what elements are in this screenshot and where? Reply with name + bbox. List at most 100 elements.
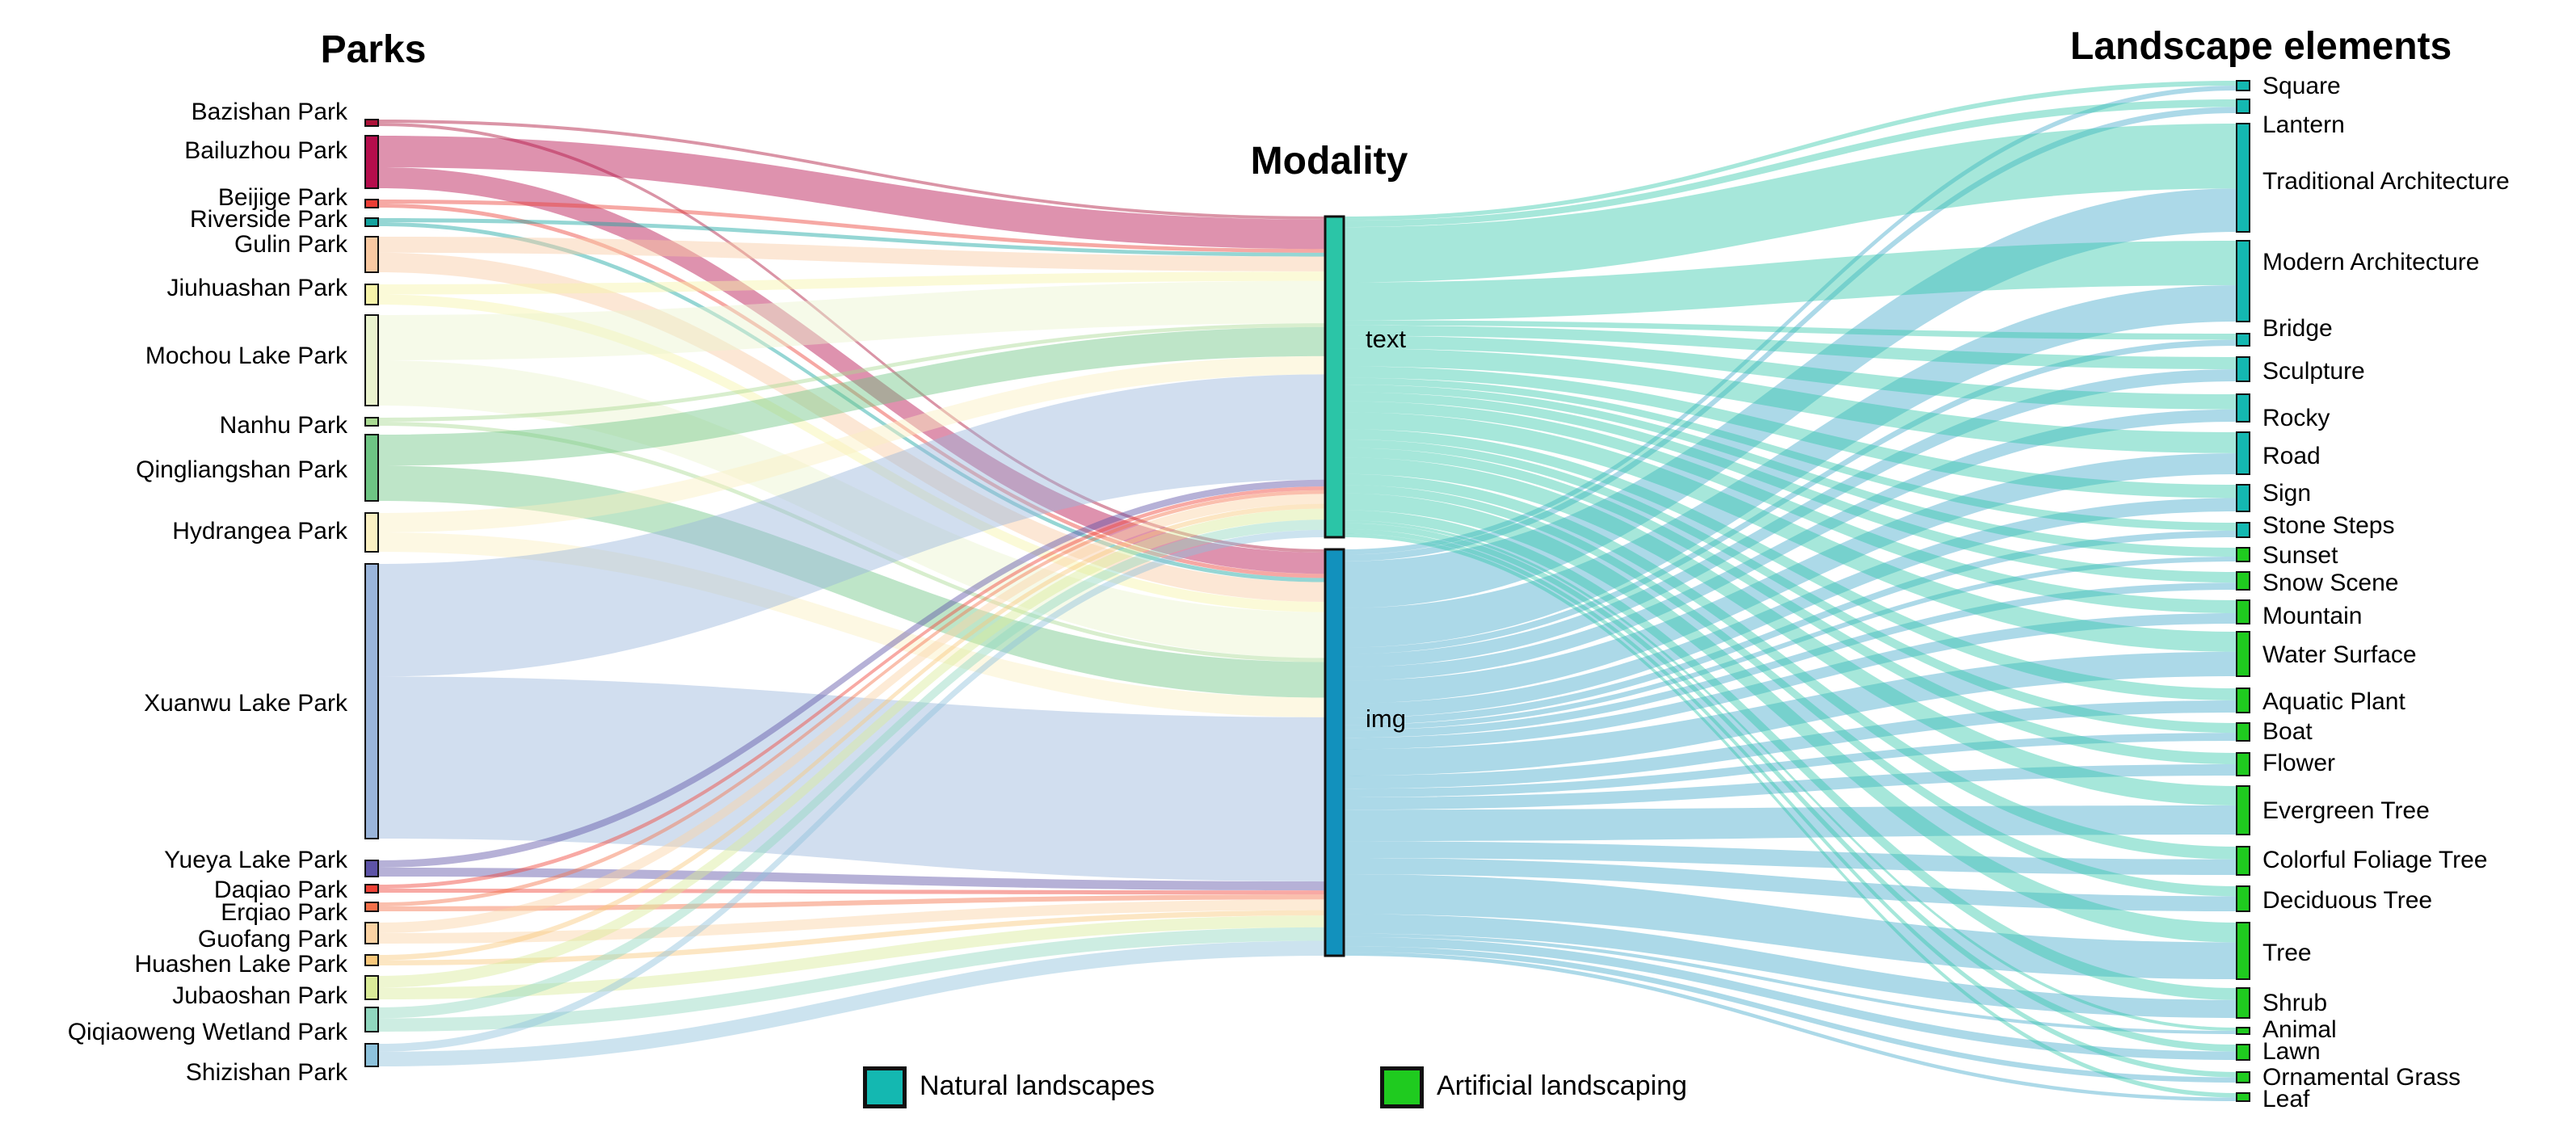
modality-node-text bbox=[1324, 215, 1345, 539]
element-label-stone-steps: Stone Steps bbox=[2262, 512, 2395, 539]
element-label-boat: Boat bbox=[2262, 718, 2313, 745]
element-node-snow-scene bbox=[2236, 571, 2250, 591]
flow-jiuhuashan-park-to-text bbox=[378, 271, 1325, 295]
flow-img-to-water-surface bbox=[1344, 651, 2237, 776]
flow-xuanwu-lake-park-to-text bbox=[378, 374, 1325, 677]
element-node-lawn bbox=[2236, 1044, 2250, 1061]
element-node-lantern bbox=[2236, 99, 2250, 114]
flow-text-to-water-surface bbox=[1344, 412, 2237, 652]
element-node-leaf bbox=[2236, 1092, 2250, 1102]
park-label-daqiao-park: Daqiao Park bbox=[213, 877, 347, 903]
park-node-hydrangea-park bbox=[364, 512, 379, 553]
flow-text-to-lawn bbox=[1344, 523, 2237, 1052]
element-node-flower bbox=[2236, 752, 2250, 776]
flow-text-to-traditional-architecture bbox=[1344, 124, 2237, 283]
flow-img-to-sculpture bbox=[1344, 369, 2237, 667]
flow-shizishan-park-to-img bbox=[378, 940, 1325, 1066]
flow-jiuhuashan-park-to-img bbox=[378, 294, 1325, 612]
flow-img-to-shrub bbox=[1344, 914, 2237, 1018]
element-node-square bbox=[2236, 80, 2250, 91]
element-label-lawn: Lawn bbox=[2262, 1038, 2321, 1065]
element-label-rocky: Rocky bbox=[2262, 405, 2330, 431]
park-label-jubaoshan-park: Jubaoshan Park bbox=[172, 982, 347, 1009]
park-label-bazishan-park: Bazishan Park bbox=[191, 99, 347, 125]
flow-gulin-park-to-text bbox=[378, 237, 1325, 272]
element-node-deciduous-tree bbox=[2236, 885, 2250, 912]
park-label-riverside-park: Riverside Park bbox=[189, 206, 347, 233]
park-node-nanhu-park bbox=[364, 417, 379, 427]
element-label-aquatic-plant: Aquatic Plant bbox=[2262, 688, 2406, 715]
flow-hydrangea-park-to-img bbox=[378, 532, 1325, 717]
element-label-sunset: Sunset bbox=[2262, 542, 2338, 569]
element-node-traditional-architecture bbox=[2236, 123, 2250, 233]
park-label-erqiao-park: Erqiao Park bbox=[221, 899, 347, 926]
flow-beijige-park-to-text bbox=[378, 200, 1325, 253]
modality-column-title: Modality bbox=[1250, 140, 1408, 183]
flow-img-to-stone-steps bbox=[1344, 530, 2237, 725]
element-node-boat bbox=[2236, 722, 2250, 742]
park-node-daqiao-park bbox=[364, 884, 379, 894]
natural-landscapes-swatch-icon bbox=[863, 1066, 907, 1108]
flow-qiqiaoweng-wetland-park-to-img bbox=[378, 927, 1325, 1032]
element-node-sculpture bbox=[2236, 356, 2250, 382]
flow-hydrangea-park-to-text bbox=[378, 355, 1325, 532]
flow-img-to-ornamental-grass bbox=[1344, 946, 2237, 1083]
park-node-bailuzhou-park bbox=[364, 135, 379, 189]
element-node-shrub bbox=[2236, 987, 2250, 1019]
legend-natural-label: Natural landscapes bbox=[920, 1070, 1155, 1101]
park-label-shizishan-park: Shizishan Park bbox=[185, 1059, 347, 1086]
element-node-animal bbox=[2236, 1027, 2250, 1035]
flow-text-to-square bbox=[1344, 81, 2237, 221]
park-label-huashen-lake-park: Huashen Lake Park bbox=[134, 951, 348, 978]
element-node-colorful-foliage-tree bbox=[2236, 846, 2250, 876]
park-node-huashen-lake-park bbox=[364, 954, 379, 966]
flow-img-to-evergreen-tree bbox=[1344, 805, 2237, 842]
park-label-bailuzhou-park: Bailuzhou Park bbox=[184, 137, 347, 164]
flow-qiqiaoweng-wetland-park-to-text bbox=[378, 519, 1325, 1019]
flow-img-to-deciduous-tree bbox=[1344, 858, 2237, 911]
element-label-road: Road bbox=[2262, 443, 2321, 469]
flow-bazishan-park-to-text bbox=[378, 120, 1325, 220]
flow-bazishan-park-to-img bbox=[378, 123, 1325, 553]
flow-yueya-lake-park-to-text bbox=[378, 479, 1325, 868]
flow-erqiao-park-to-img bbox=[378, 894, 1325, 911]
element-label-shrub: Shrub bbox=[2262, 990, 2328, 1016]
park-node-qiqiaoweng-wetland-park bbox=[364, 1007, 379, 1032]
flow-text-to-bridge bbox=[1344, 320, 2237, 340]
modality-label-img: img bbox=[1366, 704, 1406, 733]
park-label-hydrangea-park: Hydrangea Park bbox=[172, 518, 347, 545]
modality-node-img bbox=[1324, 548, 1345, 957]
elements-column-title: Landscape elements bbox=[2070, 25, 2452, 68]
flow-jubaoshan-park-to-img bbox=[378, 915, 1325, 999]
flow-guofang-park-to-img bbox=[378, 899, 1325, 944]
element-label-square: Square bbox=[2262, 73, 2341, 99]
park-label-qiqiaoweng-wetland-park: Qiqiaoweng Wetland Park bbox=[67, 1019, 347, 1045]
park-node-xuanwu-lake-park bbox=[364, 563, 379, 839]
flow-img-to-boat bbox=[1344, 733, 2237, 798]
element-node-evergreen-tree bbox=[2236, 785, 2250, 835]
element-node-ornamental-grass bbox=[2236, 1071, 2250, 1083]
flow-nanhu-park-to-img bbox=[378, 422, 1325, 662]
element-label-evergreen-tree: Evergreen Tree bbox=[2262, 797, 2430, 824]
element-label-tree: Tree bbox=[2262, 940, 2312, 966]
flow-img-to-aquatic-plant bbox=[1344, 700, 2237, 789]
element-node-stone-steps bbox=[2236, 522, 2250, 538]
flow-gulin-park-to-img bbox=[378, 252, 1325, 603]
element-label-modern-architecture: Modern Architecture bbox=[2262, 249, 2480, 275]
flow-img-to-colorful-foliage-tree bbox=[1344, 841, 2237, 875]
park-node-yueya-lake-park bbox=[364, 860, 379, 877]
park-node-mochou-lake-park bbox=[364, 314, 379, 406]
flow-img-to-flower bbox=[1344, 764, 2237, 810]
flow-img-to-lantern bbox=[1344, 107, 2237, 561]
flow-img-to-road bbox=[1344, 453, 2237, 704]
flow-jubaoshan-park-to-text bbox=[378, 508, 1325, 988]
element-node-aquatic-plant bbox=[2236, 688, 2250, 713]
flow-bailuzhou-park-to-img bbox=[378, 167, 1325, 574]
flow-text-to-mountain bbox=[1344, 401, 2237, 613]
flow-erqiao-park-to-text bbox=[378, 490, 1325, 906]
park-node-riverside-park bbox=[364, 217, 379, 227]
element-label-sculpture: Sculpture bbox=[2262, 358, 2365, 385]
flow-daqiao-park-to-img bbox=[378, 889, 1325, 895]
park-label-guofang-park: Guofang Park bbox=[197, 926, 347, 952]
